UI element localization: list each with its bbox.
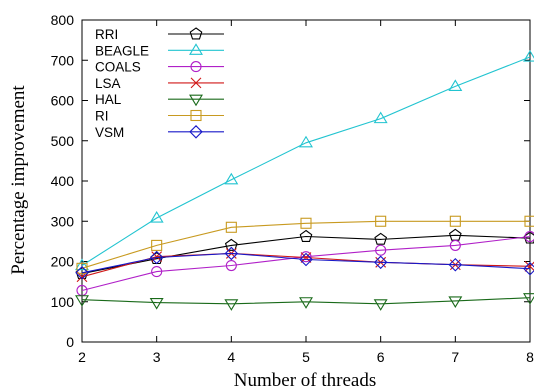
data-point-hal [149,298,164,310]
y-tick-label: 100 [51,294,75,310]
x-tick-label: 4 [227,349,235,365]
legend-entry-beagle: BEAGLE [95,43,224,58]
data-point-beagle [373,111,388,124]
data-point-beagle [448,79,463,91]
data-point-vsm [75,265,89,280]
legend-label-coals: COALS [95,60,141,75]
series-ri [76,215,534,274]
data-point-lsa [300,252,312,263]
data-point-hal [75,295,89,307]
data-point-coals [225,259,237,272]
legend-entry-rri: RRI [95,27,224,42]
series-line-beagle [81,56,531,266]
legend-marker-rri [189,27,203,40]
data-point-vsm [224,246,239,261]
data-point-lsa [524,260,534,272]
series-line-ri [81,220,530,269]
legend-label-beagle: BEAGLE [95,43,149,58]
legend-marker-ri [190,109,202,122]
data-point-beagle [299,135,313,148]
legend-label-hal: HAL [95,92,122,107]
y-tick-label: 500 [51,133,75,149]
data-point-ri [449,215,461,227]
data-point-hal [299,297,313,309]
data-point-rri [299,229,313,242]
data-point-coals [449,239,461,251]
legend-marker-vsm [189,125,203,139]
series-beagle [75,49,534,271]
y-tick-label: 700 [51,52,75,68]
x-axis-title: Number of threads [234,370,376,390]
series-vsm [75,246,534,280]
plot-area [81,19,531,343]
data-point-coals [375,244,387,256]
legend-label-ri: RI [95,109,109,124]
x-tick-label: 8 [526,349,534,365]
legend-entry-vsm: VSM [95,125,224,140]
series-line-coals [81,235,531,292]
data-point-vsm [299,252,313,267]
series-line-rri [81,234,531,275]
legend-marker-beagle [189,43,203,55]
data-point-hal [224,299,239,311]
x-tick-label: 5 [302,349,310,365]
series-line-vsm [81,252,531,274]
data-point-ri [225,221,237,233]
data-point-beagle [523,49,534,62]
legend-marker-hal [189,94,203,107]
legend-entry-ri: RI [95,109,224,124]
series-hal [75,293,534,311]
legend-marker-lsa [190,77,202,89]
y-tick-label: 300 [51,213,75,229]
y-tick-label: 0 [66,334,74,350]
x-tick-label: 3 [153,349,161,365]
data-point-vsm [149,250,164,265]
data-point-rri [374,232,388,245]
data-point-beagle [224,172,239,185]
data-point-ri [375,215,387,227]
data-point-ri [151,239,163,251]
legend-marker-coals [190,61,202,73]
legend-label-rri: RRI [95,27,118,42]
data-point-vsm [373,255,388,270]
x-tick-label: 2 [78,349,86,365]
data-point-coals [524,230,534,243]
data-point-vsm [448,257,463,272]
legend-label-vsm: VSM [95,125,124,140]
legend-label-lsa: LSA [95,76,121,91]
legend-entry-lsa: LSA [95,76,224,91]
data-point-ri [300,217,312,229]
data-point-ri [76,262,88,274]
data-point-coals [151,266,163,278]
x-tick-label: 6 [377,349,385,365]
data-point-beagle [75,258,89,271]
y-tick-label: 200 [51,254,75,270]
y-tick-label: 600 [51,93,75,109]
data-point-hal [373,299,388,311]
data-point-coals [300,251,312,263]
legend-entry-hal: HAL [95,92,224,107]
data-point-beagle [149,210,164,223]
series-line-hal [81,297,531,305]
x-tick-label: 7 [451,349,459,365]
data-point-vsm [523,261,534,276]
y-tick-label: 800 [51,12,75,28]
y-axis-title: Percentage improvement [8,85,29,275]
y-tick-label: 400 [51,173,75,189]
data-point-hal [448,296,463,309]
legend-entry-coals: COALS [95,60,224,75]
data-point-rri [224,238,238,251]
data-point-ri [524,215,534,227]
data-point-hal [523,293,534,305]
